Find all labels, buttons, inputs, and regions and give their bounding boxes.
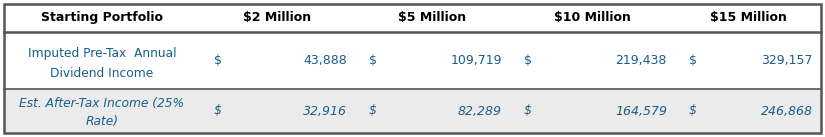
Bar (4, 32, 821, 89)
Text: $: $ (689, 54, 697, 67)
Text: $: $ (369, 54, 377, 67)
Text: $: $ (524, 54, 532, 67)
Text: 43,888: 43,888 (304, 54, 347, 67)
Text: 329,157: 329,157 (761, 54, 813, 67)
Text: 164,579: 164,579 (615, 105, 667, 118)
Text: $: $ (214, 105, 222, 118)
Text: 82,289: 82,289 (458, 105, 502, 118)
Text: $5 Million: $5 Million (398, 12, 467, 25)
Text: Est. After-Tax Income (25%: Est. After-Tax Income (25% (20, 97, 185, 110)
Text: $: $ (369, 105, 377, 118)
Text: 246,868: 246,868 (761, 105, 813, 118)
Text: 109,719: 109,719 (450, 54, 502, 67)
Text: Imputed Pre-Tax  Annual: Imputed Pre-Tax Annual (28, 47, 177, 60)
Text: 219,438: 219,438 (615, 54, 667, 67)
Text: 32,916: 32,916 (303, 105, 347, 118)
Text: Dividend Income: Dividend Income (50, 67, 153, 80)
Bar (4, 4, 821, 32)
Bar (4, 89, 821, 133)
Text: $10 Million: $10 Million (554, 12, 631, 25)
Text: $: $ (689, 105, 697, 118)
Text: $: $ (214, 54, 222, 67)
Text: $: $ (524, 105, 532, 118)
Text: Rate): Rate) (86, 115, 119, 128)
Text: $2 Million: $2 Million (243, 12, 312, 25)
Text: $15 Million: $15 Million (710, 12, 786, 25)
Text: Starting Portfolio: Starting Portfolio (41, 12, 163, 25)
